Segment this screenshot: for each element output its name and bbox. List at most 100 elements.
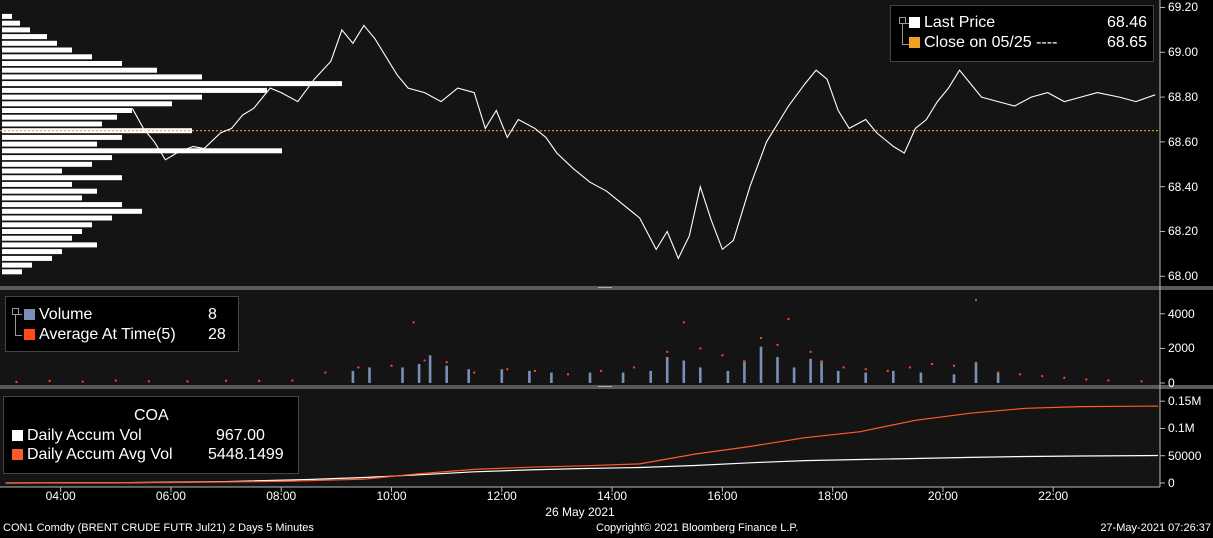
volume-profile-bar xyxy=(2,81,342,87)
volume-profile-bar xyxy=(2,168,62,174)
volume-profile-bar xyxy=(2,148,282,154)
volume-bar xyxy=(550,372,553,383)
avg-at-time-dot xyxy=(787,318,790,320)
footer-timestamp: 27-May-2021 07:26:37 xyxy=(1100,522,1211,534)
volume-profile-bar xyxy=(2,155,112,161)
volume-profile-bar xyxy=(2,181,72,187)
x-tick-label: 12:00 xyxy=(486,489,517,503)
legend-avg-at-time-value: 28 xyxy=(208,326,226,343)
volume-profile-bar xyxy=(2,54,92,60)
y-tick-label: 2000 xyxy=(1168,341,1195,356)
legend-prev-close: Close on 05/25 ---- xyxy=(909,34,1057,52)
y-tick-label: 0.15M xyxy=(1168,394,1202,409)
legend-daily-accum-avg-vol: Daily Accum Avg Vol xyxy=(12,446,173,464)
y-tick-label: 69.20 xyxy=(1168,0,1199,15)
y-tick-label: 0 xyxy=(1168,376,1175,390)
legend-swatch-avg-at-time xyxy=(24,329,35,340)
y-tick-label: 68.20 xyxy=(1168,224,1199,239)
daily-accum-vol-line xyxy=(5,454,1159,484)
avg-at-time-dot xyxy=(1140,380,1143,383)
volume-profile-bar xyxy=(2,47,72,53)
y-tick-label: 68.60 xyxy=(1168,134,1199,149)
volume-profile-bar xyxy=(2,255,52,261)
legend-swatch-volume xyxy=(24,309,35,320)
y-tick-label: 0.1M xyxy=(1168,421,1195,436)
volume-profile-bar xyxy=(2,141,97,147)
avg-at-time-dot xyxy=(682,321,685,324)
legend-prev-close-value: 68.65 xyxy=(1106,34,1147,51)
avg-at-time-dot xyxy=(721,354,724,357)
x-tick-label: 08:00 xyxy=(266,489,297,503)
avg-at-time-dot xyxy=(15,381,18,383)
volume-profile-bar xyxy=(2,269,22,275)
y-tick-label: 68.40 xyxy=(1168,179,1199,194)
volume-bar xyxy=(528,370,531,383)
volume-profile-bar xyxy=(2,108,132,113)
volume-bar xyxy=(351,370,355,383)
volume-bar xyxy=(368,367,371,383)
y-tick-label: 4000 xyxy=(1168,306,1195,321)
avg-at-time-dot xyxy=(1085,378,1088,381)
legend-swatch-daily-accum-vol xyxy=(12,430,23,441)
avg-at-time-dot xyxy=(81,380,84,383)
daily-accum-avg-vol-line xyxy=(5,405,1159,484)
volume-bar xyxy=(743,360,746,383)
volume-bar xyxy=(996,372,1000,383)
volume-profile-bar xyxy=(2,235,72,241)
legend-daily-accum-vol-value: 967.00 xyxy=(216,427,265,444)
y-tick-label: 68.80 xyxy=(1168,90,1199,105)
volume-profile-bar xyxy=(2,242,97,248)
volume-bar xyxy=(649,370,652,383)
volume-profile-bar xyxy=(2,222,92,228)
avg-at-time-dot xyxy=(473,371,476,374)
legend-swatch-last-price xyxy=(909,17,920,28)
volume-profile-bar xyxy=(2,215,112,221)
avg-at-time-dot xyxy=(1041,375,1044,378)
volume-bar xyxy=(892,370,895,383)
volume-bar xyxy=(588,372,592,383)
volume-bar xyxy=(417,364,421,383)
x-tick-label: 22:00 xyxy=(1038,489,1069,503)
volume-bar xyxy=(726,370,730,383)
avg-at-time-dot xyxy=(997,371,1000,374)
volume-bar xyxy=(401,367,404,383)
avg-at-time-dot xyxy=(114,379,117,382)
volume-profile-bar xyxy=(2,188,97,194)
footer-copyright: Copyright© 2021 Bloomberg Finance L.P. xyxy=(596,522,799,534)
legend-connector xyxy=(902,23,909,45)
avg-at-time-dot xyxy=(1107,379,1110,382)
y-tick-label: 69.00 xyxy=(1168,45,1199,60)
volume-bar xyxy=(864,372,867,383)
legend-swatch-daily-accum-avg-vol xyxy=(12,449,23,460)
avg-at-time-dot xyxy=(776,343,779,346)
volume-bar xyxy=(428,355,432,383)
avg-at-time-dot xyxy=(699,347,702,350)
avg-at-time-dot xyxy=(357,366,360,369)
price-series-line xyxy=(131,24,1156,260)
avg-at-time-dot xyxy=(953,364,955,367)
avg-at-time-dot xyxy=(820,361,823,364)
volume-bar xyxy=(792,367,796,383)
volume-profile-bar xyxy=(2,27,30,33)
volume-bar xyxy=(467,369,470,383)
volume-profile-bar xyxy=(2,114,117,120)
x-axis-date-label: 26 May 2021 xyxy=(545,505,615,519)
volume-bar xyxy=(952,374,956,383)
separator-grip-icon xyxy=(598,386,612,387)
avg-at-time-dot xyxy=(147,380,150,383)
volume-bar xyxy=(621,372,625,383)
volume-bar xyxy=(699,367,702,383)
avg-at-time-dot xyxy=(506,368,509,371)
avg-at-time-dot xyxy=(600,369,603,372)
separator-grip-icon xyxy=(598,287,612,288)
volume-profile-bar xyxy=(2,262,32,268)
x-tick-label: 20:00 xyxy=(927,489,958,503)
avg-at-time-dot xyxy=(743,361,746,364)
volume-profile-bar xyxy=(2,87,267,93)
avg-at-time-dot xyxy=(809,350,812,353)
accum-legend: COA Daily Accum Vol 967.00 Daily Accum A… xyxy=(3,396,299,474)
x-tick-label: 10:00 xyxy=(376,489,407,503)
avg-at-time-dot xyxy=(412,321,415,324)
volume-profile-bar xyxy=(2,13,12,19)
volume-bar xyxy=(919,372,923,383)
